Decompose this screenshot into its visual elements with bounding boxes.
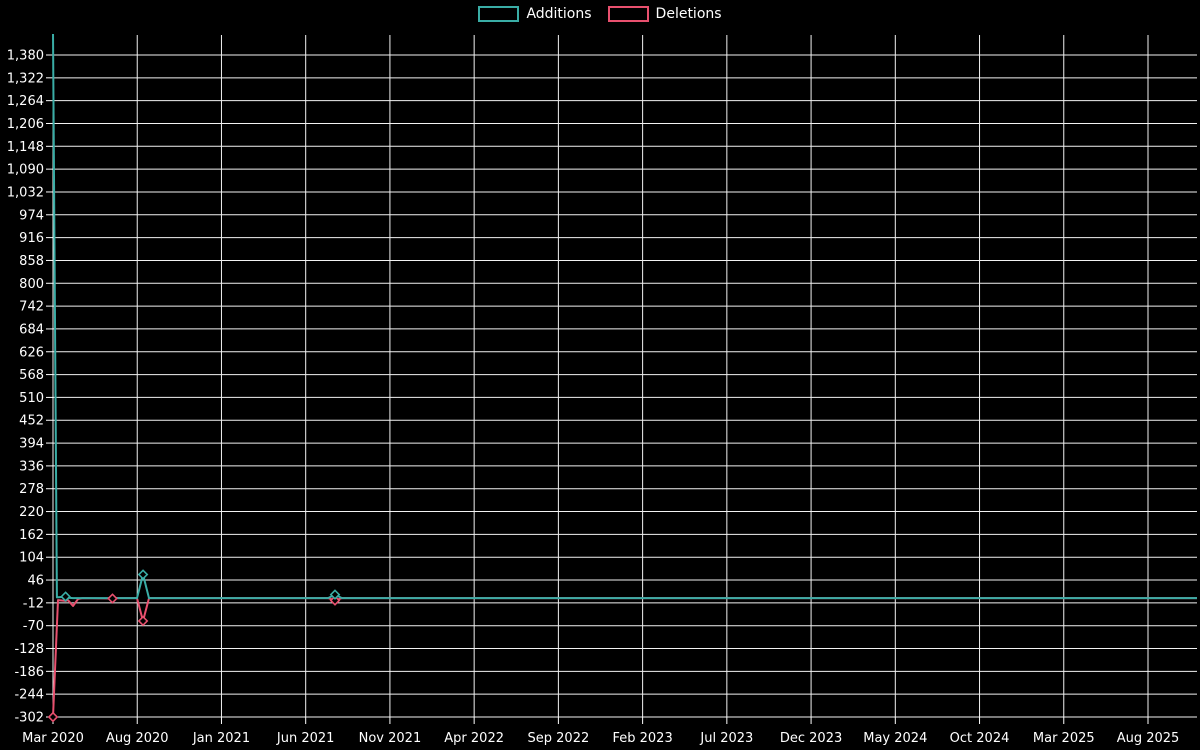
svg-text:1,206: 1,206 <box>7 117 44 132</box>
svg-text:-128: -128 <box>14 642 44 657</box>
svg-text:-70: -70 <box>23 619 44 634</box>
svg-text:916: 916 <box>19 231 44 246</box>
deletions-line <box>52 597 1197 718</box>
legend-item-deletions[interactable]: Deletions <box>607 6 722 22</box>
svg-text:1,322: 1,322 <box>7 71 44 86</box>
y-axis-labels: 1,380 1,322 1,264 1,206 1,148 1,090 1,032 974 91… <box>7 49 44 726</box>
gridlines <box>52 35 1197 718</box>
svg-text:Jul 2023: Jul 2023 <box>699 731 753 746</box>
svg-text:Oct 2024: Oct 2024 <box>950 731 1010 746</box>
svg-text:1,380: 1,380 <box>7 49 44 64</box>
svg-text:510: 510 <box>19 391 44 406</box>
legend-label-additions: Additions <box>526 6 592 22</box>
svg-text:-12: -12 <box>23 596 44 611</box>
svg-text:Feb 2023: Feb 2023 <box>612 731 672 746</box>
svg-text:336: 336 <box>19 459 44 474</box>
svg-text:46: 46 <box>27 574 44 589</box>
svg-text:858: 858 <box>19 254 44 269</box>
x-axis-labels: Mar 2020 Aug 2020 Jan 2021 Jun 2021 Nov 2021… <box>22 731 1179 746</box>
svg-text:1,148: 1,148 <box>7 140 44 155</box>
svg-text:Apr 2022: Apr 2022 <box>444 731 504 746</box>
svg-text:Nov 2021: Nov 2021 <box>359 731 422 746</box>
svg-text:May 2024: May 2024 <box>863 731 927 746</box>
additions-markers <box>60 569 341 602</box>
svg-text:Mar 2025: Mar 2025 <box>1033 731 1095 746</box>
svg-text:452: 452 <box>19 414 44 429</box>
svg-text:104: 104 <box>19 551 44 566</box>
deletions-markers <box>47 593 341 723</box>
legend-label-deletions: Deletions <box>655 6 722 22</box>
svg-text:220: 220 <box>19 505 44 520</box>
svg-text:Aug 2020: Aug 2020 <box>106 731 169 746</box>
additions-line <box>52 34 1197 600</box>
axis-ticks <box>46 54 1149 724</box>
svg-text:626: 626 <box>19 345 44 360</box>
svg-text:684: 684 <box>19 322 44 337</box>
svg-text:278: 278 <box>19 482 44 497</box>
svg-text:394: 394 <box>19 437 44 452</box>
svg-text:568: 568 <box>19 368 44 383</box>
svg-text:Jun 2021: Jun 2021 <box>276 731 335 746</box>
svg-text:1,264: 1,264 <box>7 94 44 109</box>
legend-item-additions[interactable]: Additions <box>478 6 592 22</box>
svg-text:800: 800 <box>19 277 44 292</box>
svg-text:Jan 2021: Jan 2021 <box>192 731 250 746</box>
svg-text:Aug 2025: Aug 2025 <box>1117 731 1180 746</box>
svg-text:1,032: 1,032 <box>7 185 44 200</box>
svg-text:-244: -244 <box>14 688 44 703</box>
svg-text:1,090: 1,090 <box>7 163 44 178</box>
svg-text:Sep 2022: Sep 2022 <box>528 731 590 746</box>
chart-legend: Additions Deletions <box>0 6 1200 22</box>
svg-text:Mar 2020: Mar 2020 <box>22 731 84 746</box>
svg-text:974: 974 <box>19 208 44 223</box>
svg-text:-186: -186 <box>14 665 44 680</box>
deletions-swatch-icon <box>607 6 649 22</box>
svg-text:742: 742 <box>19 300 44 315</box>
svg-text:-302: -302 <box>14 711 44 726</box>
svg-text:162: 162 <box>19 528 44 543</box>
svg-text:Dec 2023: Dec 2023 <box>780 731 842 746</box>
additions-swatch-icon <box>478 6 520 22</box>
